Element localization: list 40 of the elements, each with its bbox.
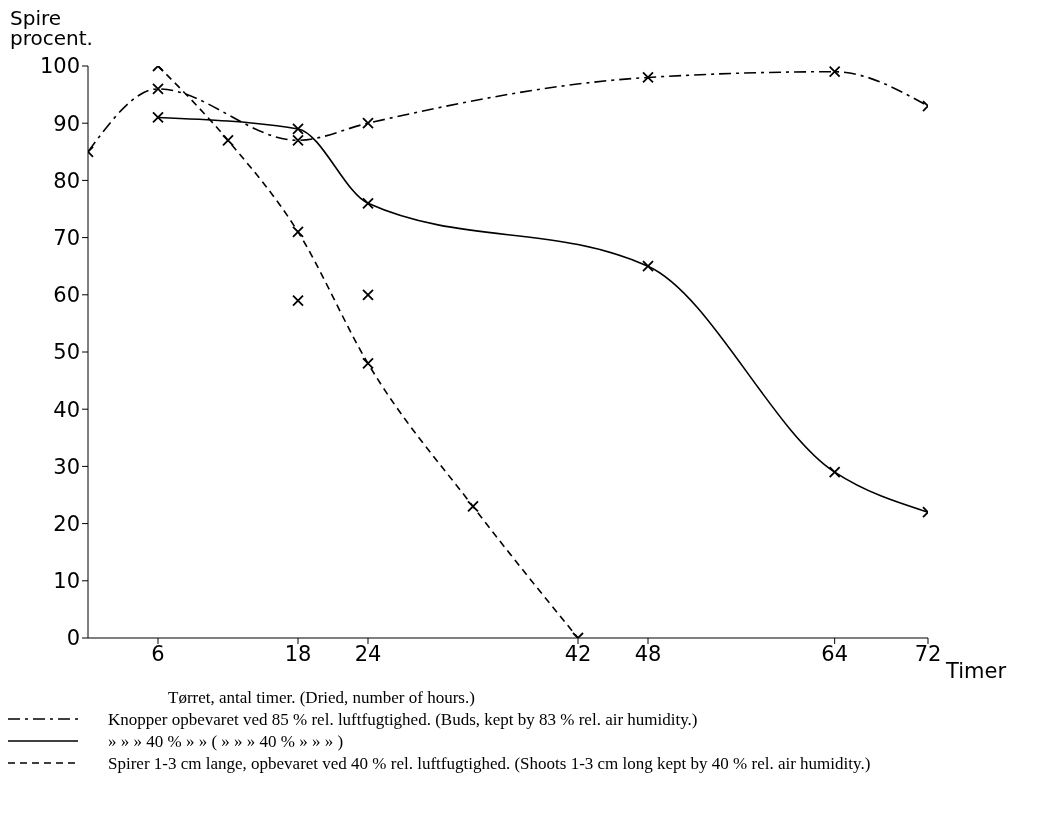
x-tick-label: 72 [914, 641, 942, 666]
point [362, 117, 374, 130]
point [292, 134, 304, 147]
point [362, 357, 374, 370]
y-tick-label: 90 [53, 111, 80, 136]
legend-label: Knopper opbevaret ved 85 % rel. luftfugtighed. (Buds, kept by 83 % rel. air humidity.) [108, 710, 698, 730]
point [642, 71, 654, 84]
y-tick-label: 50 [53, 340, 80, 365]
y-tick-label: 0 [66, 626, 80, 651]
x-axis-title: Timer [945, 659, 1007, 684]
point [642, 260, 654, 273]
point [292, 123, 304, 135]
x-tick-label: 48 [634, 641, 662, 666]
point [362, 197, 374, 210]
point [362, 288, 374, 301]
point [828, 466, 841, 479]
text: Tørret, antal timer. (Dried, number of hours.) [168, 688, 476, 708]
y-tick-label: 10 [53, 569, 80, 594]
legend-label: Spirer 1-3 cm lange, opbevaret ved 40 % rel. luftfugtighed. (Shoots 1-3 cm long kept by 40 % rel. air humidity.) [108, 754, 871, 774]
y-tick-label: 80 [53, 168, 80, 193]
y-tick-label: 60 [53, 283, 80, 308]
y-tick-label: 70 [53, 226, 80, 251]
point [828, 66, 841, 78]
point [292, 225, 304, 238]
y-tick-label: 100 [39, 54, 80, 79]
point [292, 294, 304, 307]
point [222, 134, 234, 147]
point [152, 111, 164, 124]
y-axis-title: Spire procent. [10, 6, 94, 50]
x-tick-label: 6 [151, 641, 165, 666]
y-tick-label: 30 [53, 454, 80, 479]
x-tick-label: 64 [821, 641, 849, 666]
point [467, 500, 479, 513]
y-tick-label: 20 [53, 512, 80, 537]
x-tick-label: 18 [284, 641, 312, 666]
legend-label: » » » 40 % » » ( » » » 40 % » » » ) [108, 732, 344, 752]
x-tick-label: 42 [564, 641, 592, 666]
y-tick-label: 40 [53, 397, 80, 422]
point [152, 82, 164, 95]
x-tick-label: 24 [354, 641, 382, 666]
